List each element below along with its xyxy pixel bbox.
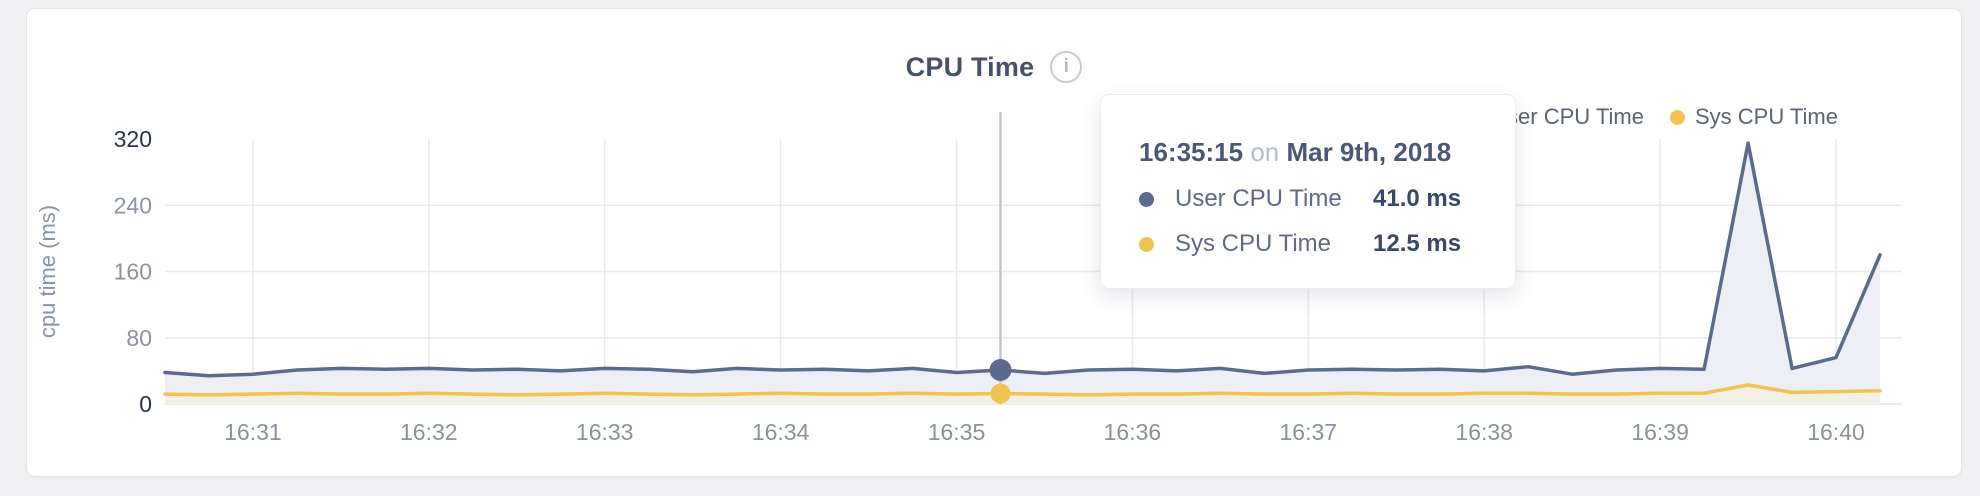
info-icon[interactable]: i xyxy=(1050,51,1083,83)
sys-cpu-time-line xyxy=(163,383,1882,397)
x-tick-label-16-38: 16:38 xyxy=(1455,419,1513,445)
x-tick-label-16-35: 16:35 xyxy=(928,419,986,445)
legend-dot-sys-icon xyxy=(1669,109,1685,125)
x-tick-label-16-36: 16:36 xyxy=(1104,419,1162,445)
hover-marker-user-icon xyxy=(989,359,1012,381)
y-tick-label-240: 240 xyxy=(114,192,152,218)
y-tick-label-80: 80 xyxy=(126,325,152,351)
x-tick-label-16-32: 16:32 xyxy=(400,419,458,445)
x-tick-label-16-33: 16:33 xyxy=(576,419,634,445)
x-tick-label-16-39: 16:39 xyxy=(1631,419,1689,445)
user-cpu-time-line xyxy=(163,141,1882,378)
y-tick-label-320: 320 xyxy=(114,126,152,152)
tooltip-dot-sys-icon xyxy=(1139,236,1154,252)
tooltip-dot-user-icon xyxy=(1139,191,1154,207)
legend-label-sys: Sys CPU Time xyxy=(1694,104,1838,129)
y-axis-title: cpu time (ms) xyxy=(35,205,60,338)
legend-item-sys-cpu[interactable]: Sys CPU Time xyxy=(1669,104,1838,130)
tooltip-label-user: User CPU Time xyxy=(1175,185,1342,212)
tooltip-label-sys: Sys CPU Time xyxy=(1175,230,1332,257)
chart-legend: User CPU Time Sys CPU Time xyxy=(1466,104,1838,130)
chart-title: CPU Time xyxy=(905,51,1035,82)
tooltip-time: 16:35:15 xyxy=(1139,137,1244,167)
tooltip-row-user: User CPU Time 41.0 ms xyxy=(1139,185,1485,213)
x-tick-label-16-34: 16:34 xyxy=(752,419,810,445)
tooltip-date: Mar 9th, 2018 xyxy=(1286,137,1452,167)
legend-label-user: User CPU Time xyxy=(1491,104,1644,129)
tooltip-header: 16:35:15 on Mar 9th, 2018 xyxy=(1139,137,1485,168)
x-tick-label-16-37: 16:37 xyxy=(1280,419,1338,445)
hover-tooltip: 16:35:15 on Mar 9th, 2018 User CPU Time … xyxy=(1100,94,1516,289)
y-tick-label-160: 160 xyxy=(114,259,152,285)
x-tick-label-16-31: 16:31 xyxy=(224,419,282,445)
chart-header: CPU Time i xyxy=(27,47,1961,87)
x-tick-label-16-40: 16:40 xyxy=(1807,419,1865,445)
tooltip-connector: on xyxy=(1250,137,1280,167)
tooltip-value-user: 41.0 ms xyxy=(1373,185,1462,212)
tooltip-row-sys: Sys CPU Time 12.5 ms xyxy=(1139,230,1485,258)
tooltip-value-sys: 12.5 ms xyxy=(1373,230,1462,257)
user-cpu-time-area xyxy=(165,143,1880,404)
hover-marker-sys-icon xyxy=(990,383,1011,404)
y-tick-label-0: 0 xyxy=(139,391,152,417)
